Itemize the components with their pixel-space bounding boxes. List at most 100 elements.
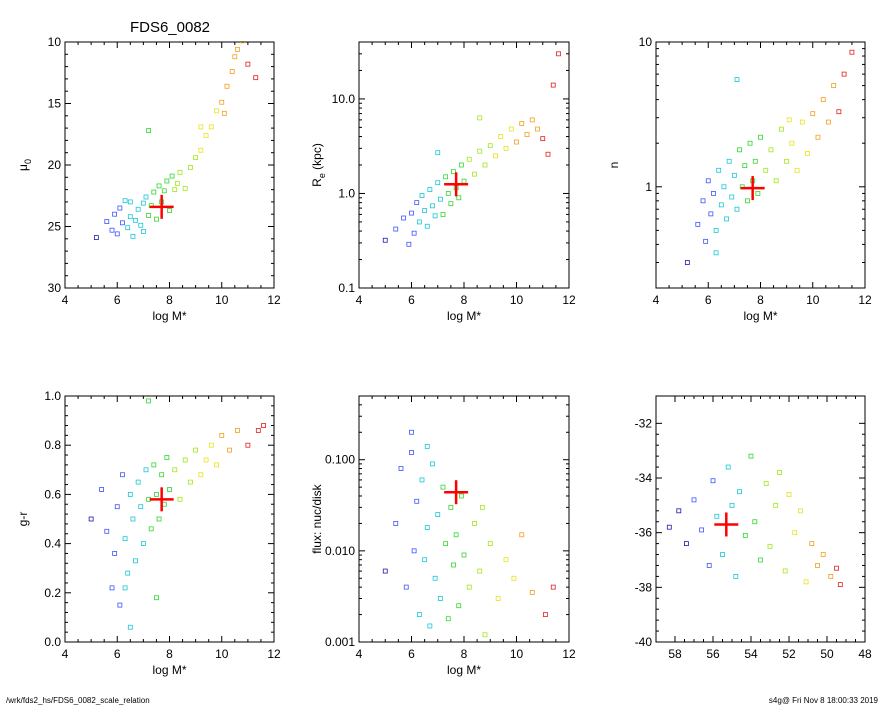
- x-tick-label: 4: [62, 293, 69, 307]
- data-point: [151, 189, 157, 195]
- data-point: [435, 512, 441, 517]
- panel-gr-vs-logmass: 4 6 8 10 12 0.0 0.2 0.4 0.6 0.8 1.0 log M* g-r: [16, 389, 281, 677]
- data-point: [127, 624, 133, 630]
- data-point: [786, 491, 792, 497]
- data-point: [135, 479, 141, 485]
- data-point: [556, 51, 561, 57]
- data-point: [419, 193, 425, 198]
- data-point: [828, 574, 834, 579]
- y-tick-label: 0.1: [338, 281, 355, 295]
- data-point: [409, 450, 414, 455]
- y-axis-label: n: [607, 162, 621, 169]
- x-axis-label: log M*: [152, 663, 186, 677]
- data-point: [411, 548, 417, 554]
- data-point: [815, 563, 820, 568]
- data-point: [458, 493, 464, 499]
- data-point: [427, 187, 433, 192]
- data-point: [154, 216, 159, 222]
- x-tick-label: 8: [461, 293, 468, 307]
- data-point: [146, 128, 152, 133]
- data-point: [198, 147, 204, 153]
- y-tick-label: 0.100: [325, 453, 355, 467]
- data-point: [458, 162, 464, 168]
- data-point: [112, 211, 118, 217]
- data-point: [130, 233, 136, 239]
- x-tick-label: 10: [806, 293, 820, 307]
- data-point: [545, 151, 551, 157]
- data-point: [684, 260, 690, 265]
- data-point: [493, 153, 498, 159]
- data-point: [167, 487, 172, 492]
- data-point: [164, 455, 170, 460]
- y-axis-label: flux: nuc/disk: [310, 483, 324, 553]
- data-point: [713, 250, 719, 256]
- data-point: [826, 119, 831, 125]
- data-point: [519, 121, 525, 126]
- data-point: [700, 198, 706, 204]
- data-point: [109, 585, 115, 591]
- y-axis-label-suffix: (kpc): [310, 143, 324, 173]
- data-point: [768, 147, 774, 153]
- plot-frame: [64, 395, 275, 643]
- data-point: [154, 595, 159, 601]
- x-tick-label: 12: [562, 647, 576, 661]
- data-point: [208, 442, 214, 448]
- data-point: [742, 163, 748, 169]
- data-point: [519, 532, 525, 538]
- data-point: [143, 194, 149, 200]
- data-point: [503, 145, 509, 151]
- data-point: [758, 134, 763, 140]
- data-point: [524, 132, 530, 137]
- data-point: [232, 54, 238, 60]
- plot-frame: [358, 395, 570, 643]
- data-point: [416, 219, 422, 225]
- x-tick-label: 10: [215, 647, 229, 661]
- plot-frame: [358, 41, 570, 289]
- data-point: [777, 470, 782, 475]
- data-point: [104, 528, 110, 534]
- x-tick-label: 4: [653, 293, 660, 307]
- data-point: [253, 75, 259, 81]
- y-tick-label: 15: [48, 97, 62, 111]
- data-point: [461, 178, 467, 184]
- data-point: [529, 590, 535, 595]
- data-point: [511, 575, 517, 581]
- data-point: [737, 147, 742, 153]
- data-point: [122, 198, 128, 204]
- data-point: [437, 596, 443, 601]
- y-tick-label: -38: [635, 580, 653, 594]
- data-point: [718, 202, 724, 208]
- data-point: [482, 632, 488, 638]
- data-point: [445, 191, 451, 196]
- points-group: [666, 453, 843, 587]
- data-point: [122, 585, 128, 591]
- y-tick-label: 0.001: [325, 635, 355, 649]
- data-point: [466, 584, 472, 590]
- data-point: [747, 140, 753, 146]
- data-point: [148, 526, 154, 532]
- y-tick-label: 20: [48, 158, 62, 172]
- data-point: [725, 464, 731, 470]
- plot-frame: [655, 395, 866, 643]
- data-point: [676, 508, 682, 514]
- data-point: [699, 527, 704, 533]
- footer-timestamp: s4g@ Fri Nov 8 18:00:33 2019: [768, 696, 878, 705]
- data-point: [127, 214, 133, 220]
- data-point: [193, 155, 199, 161]
- data-point: [143, 467, 149, 473]
- data-point: [731, 172, 737, 178]
- x-tick-label: 50: [820, 647, 834, 661]
- x-tick-label: 4: [356, 293, 363, 307]
- data-point: [456, 195, 462, 201]
- data-point: [803, 579, 809, 585]
- data-point: [789, 140, 795, 146]
- data-point: [435, 180, 441, 186]
- y-axis-label-main: flux: nuc/disk: [310, 483, 324, 553]
- data-point: [440, 484, 446, 490]
- data-point: [706, 563, 712, 568]
- data-point: [737, 489, 742, 495]
- y-tick-label: 1: [645, 180, 652, 194]
- data-point: [122, 536, 128, 542]
- data-point: [235, 46, 240, 52]
- data-point: [477, 148, 483, 154]
